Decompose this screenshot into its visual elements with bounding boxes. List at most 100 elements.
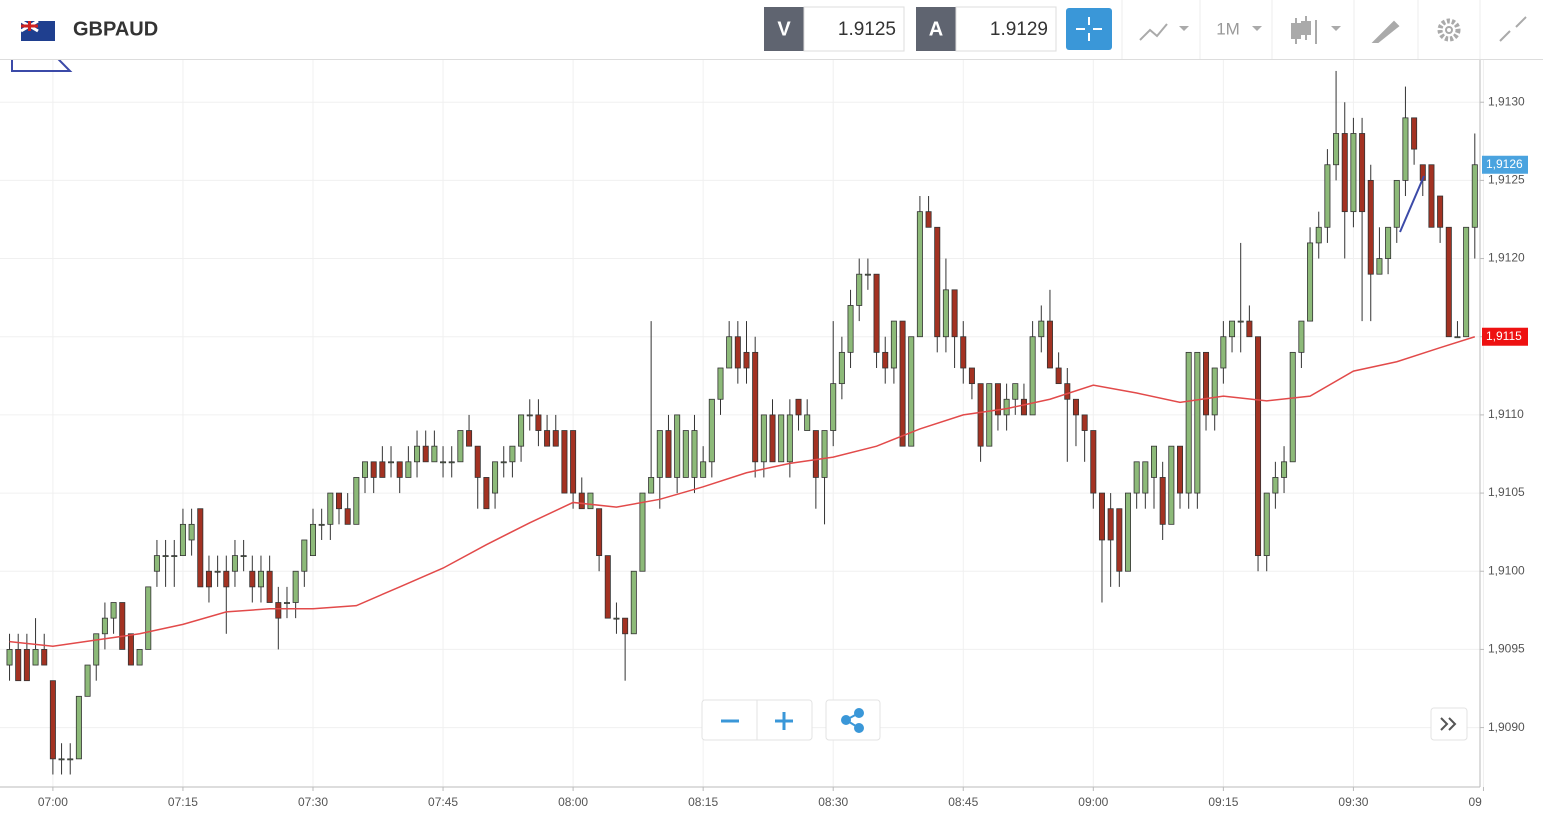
candle-body xyxy=(1029,336,1036,416)
candle-body xyxy=(856,273,863,306)
candle-body xyxy=(804,414,811,431)
candle-body xyxy=(1090,430,1097,494)
candle-body xyxy=(934,226,941,338)
candle-body xyxy=(1359,133,1366,213)
buy-price[interactable]: 1.9129 xyxy=(990,19,1048,40)
candle-body xyxy=(275,602,282,619)
candle-body xyxy=(1385,226,1392,259)
candle-body xyxy=(1237,320,1244,323)
candle-body xyxy=(908,336,915,447)
candle-body xyxy=(466,430,473,447)
candle-body xyxy=(925,211,932,228)
candle-body xyxy=(327,492,334,525)
price-marker xyxy=(1482,155,1528,174)
scroll-end-button[interactable] xyxy=(1430,707,1468,741)
candle-body xyxy=(656,430,663,478)
sell-button[interactable] xyxy=(764,7,804,51)
candle-body xyxy=(1072,398,1079,416)
sell-price[interactable]: 1.9125 xyxy=(838,19,896,40)
x-tick-label: 07:30 xyxy=(298,795,328,809)
candle-body xyxy=(153,555,160,572)
crosshair-button[interactable] xyxy=(1066,8,1112,50)
toolbar-icons[interactable] xyxy=(1139,16,1527,44)
x-tick-label: 09:15 xyxy=(1208,795,1238,809)
candle-body xyxy=(1454,336,1461,339)
candle-body xyxy=(951,289,958,338)
buy-price-box[interactable] xyxy=(955,6,1057,52)
candle-body xyxy=(283,602,290,604)
x-tick-label: 08:15 xyxy=(688,795,718,809)
y-tick-label: 1,9120 xyxy=(1488,251,1525,265)
x-tick-label: 09:00 xyxy=(1078,795,1108,809)
candle-body xyxy=(1246,320,1253,338)
candle-body xyxy=(596,508,603,557)
candle-body xyxy=(968,367,975,385)
candle-body xyxy=(353,477,360,525)
candle-body xyxy=(1272,477,1279,494)
buy-label[interactable]: A xyxy=(929,18,943,40)
candle-body xyxy=(179,523,186,557)
candle-body xyxy=(301,539,308,572)
candle-body xyxy=(1038,320,1045,338)
candle-body xyxy=(830,383,837,431)
candle-body xyxy=(1376,258,1383,275)
candle-body xyxy=(1107,508,1114,541)
share-button[interactable] xyxy=(825,699,881,741)
candle-body xyxy=(240,555,247,558)
candle-body xyxy=(1437,195,1444,228)
candle-body xyxy=(1281,461,1288,478)
candle-body xyxy=(370,461,377,478)
scroll-end-icon xyxy=(1440,717,1457,731)
plot-area xyxy=(6,70,1478,775)
zoom-in[interactable] xyxy=(775,712,793,730)
candle-body xyxy=(214,570,221,573)
y-tick-label: 1,9110 xyxy=(1488,407,1524,421)
buy-button[interactable] xyxy=(916,7,956,51)
y-tick-label: 1,9090 xyxy=(1488,720,1525,734)
candle-body xyxy=(1289,351,1296,463)
candle-body xyxy=(717,367,724,400)
candle-body xyxy=(197,508,204,588)
candle-body xyxy=(899,320,906,447)
trend-line[interactable] xyxy=(1399,175,1425,233)
candle-body xyxy=(1081,414,1088,431)
candle-body xyxy=(136,649,143,666)
candle-body xyxy=(1333,133,1340,166)
candle-body xyxy=(674,414,681,478)
candle-body xyxy=(257,570,264,588)
candle-body xyxy=(474,445,481,478)
timeframe[interactable]: 1M xyxy=(1216,19,1240,38)
candle-body xyxy=(1124,492,1131,572)
candle-body xyxy=(700,461,707,478)
x-tick-label: 08:30 xyxy=(818,795,848,809)
candle-body xyxy=(752,351,759,463)
x-tick-label: 08:00 xyxy=(558,795,588,809)
sell-label[interactable]: V xyxy=(777,18,791,40)
x-tick-label: 07:00 xyxy=(38,795,68,809)
price-marker-label: 1,9115 xyxy=(1486,329,1522,343)
candle-body xyxy=(1064,383,1071,400)
candle-body xyxy=(292,570,299,603)
candle-body xyxy=(1402,117,1409,181)
sell-price-box[interactable] xyxy=(803,6,905,52)
candle-body xyxy=(15,649,22,682)
candle-body xyxy=(492,461,499,494)
candle-body xyxy=(1185,351,1192,494)
candle-body xyxy=(795,398,802,416)
candle-body xyxy=(41,649,48,666)
candle-body xyxy=(1263,492,1270,557)
x-axis-labels: 07:00 07:15 07:30 07:45 08:00 08:15 08:30 08:45… xyxy=(38,795,1482,809)
candle-body xyxy=(171,555,178,558)
candle-body xyxy=(101,617,108,635)
candle-body xyxy=(1445,226,1452,338)
moving-average xyxy=(9,336,1476,648)
y-tick-label: 1,9095 xyxy=(1488,642,1525,656)
candle-body xyxy=(1159,477,1166,525)
candle-body xyxy=(544,430,551,447)
flag xyxy=(20,19,55,41)
candle-body xyxy=(882,351,889,369)
candle-body xyxy=(526,414,533,417)
candle-body xyxy=(448,461,455,464)
candle-body xyxy=(1142,461,1149,494)
candle-body xyxy=(630,570,637,635)
